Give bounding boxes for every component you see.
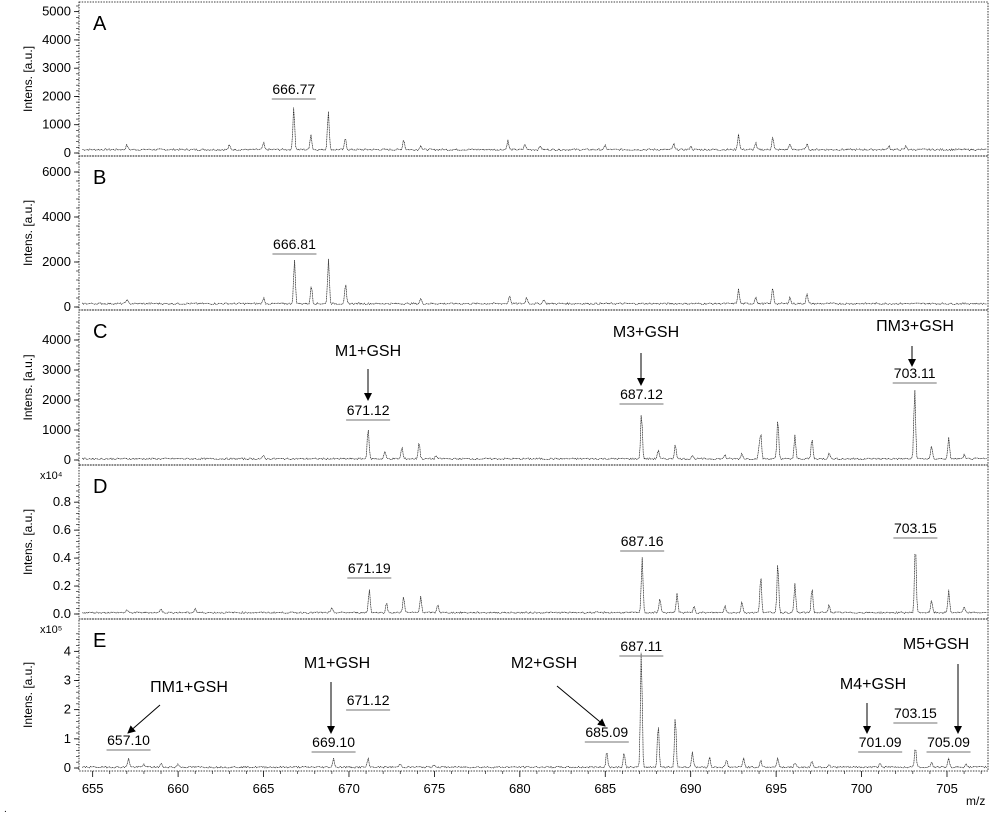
x-tick-label: 685 (594, 781, 616, 796)
y-tick-label: 4000 (42, 209, 71, 224)
peak-label: 687.12 (620, 386, 663, 402)
spectrum-trace (82, 652, 987, 769)
y-tick-label: 0 (64, 145, 71, 160)
x-tick-label: 665 (253, 781, 275, 796)
panel-b: B Intens. [a.u.] 0 2000 4000 6000 666.81 (21, 155, 989, 314)
y-tick-label: 0 (64, 760, 71, 775)
peak-label: 666.81 (273, 236, 316, 252)
y-tick-label: 2000 (42, 88, 71, 103)
y-multiplier: x10⁴ (40, 470, 63, 482)
peak-label: 703.15 (894, 705, 937, 721)
peak-label: 671.12 (347, 692, 390, 708)
spectrum-trace (82, 553, 987, 614)
y-tick-label: 2000 (42, 392, 71, 407)
x-tick-label: 660 (167, 781, 189, 796)
compound-label: M5+GSH (903, 636, 969, 653)
x-tick-label: 675 (424, 781, 446, 796)
peak-label: 666.77 (272, 81, 315, 97)
spectrum-trace (82, 258, 987, 306)
panel-frame (78, 155, 989, 311)
y-tick-label: 5000 (42, 4, 71, 19)
peak-label: 687.16 (621, 533, 664, 549)
panel-frame (78, 464, 989, 620)
compound-label: M1+GSH (335, 343, 401, 360)
panel-letter: C (93, 321, 107, 343)
x-tick-label: 670 (338, 781, 360, 796)
y-axis-label: Intens. [a.u.] (21, 200, 35, 266)
compound-label: M2+GSH (511, 655, 577, 672)
y-tick-label: 4 (64, 643, 71, 658)
y-multiplier: x10⁵ (40, 624, 62, 636)
y-axis-label: Intens. [a.u.] (21, 46, 35, 112)
peak-label: 705.09 (927, 734, 970, 750)
y-tick-label: 2 (64, 702, 71, 717)
footer-mark: . (4, 804, 7, 813)
y-tick-label: 1 (64, 731, 71, 746)
y-tick-label: 0.0 (53, 606, 71, 621)
y-tick-label: 4000 (42, 332, 71, 347)
panel-frame (78, 618, 989, 772)
y-tick-label: 2000 (42, 254, 71, 269)
peak-label: 657.10 (107, 732, 150, 748)
compound-label: M3+GSH (613, 324, 679, 341)
panel-letter: A (93, 13, 107, 35)
compound-label: M4+GSH (840, 676, 906, 693)
peak-label: 687.11 (620, 638, 662, 654)
x-tick-label: 690 (680, 781, 702, 796)
peak-label: 685.09 (585, 724, 628, 740)
x-axis-label: m/z (966, 794, 985, 808)
spectrum-trace (82, 390, 987, 461)
peak-label: 671.19 (348, 560, 391, 576)
peak-label: 671.12 (347, 402, 390, 418)
y-axis-label: Intens. [a.u.] (21, 354, 35, 420)
peak-label: 703.15 (894, 520, 937, 536)
x-tick-label: 705 (936, 781, 958, 796)
peak-label: 701.09 (859, 734, 902, 750)
y-tick-label: 3000 (42, 60, 71, 75)
panel-a: A Intens. [a.u.] 0 1000 2000 3000 4000 5000 666.… (21, 1, 989, 160)
x-tick-label: 655 (82, 781, 104, 796)
compound-label: ПМ3+GSH (876, 318, 954, 335)
peak-label: 669.10 (312, 734, 355, 750)
y-tick-label: 3 (64, 673, 71, 688)
compound-arrow (556, 685, 606, 727)
y-tick-label: 0 (64, 299, 71, 314)
y-tick-label: 0 (64, 452, 71, 467)
panel-frame (78, 1, 989, 157)
panel-letter: D (93, 476, 107, 498)
panel-letter: E (93, 630, 106, 652)
y-axis-label: Intens. [a.u.] (21, 662, 35, 728)
x-axis: 655 660 665 670 675 680 685 690 695 700 705 (82, 771, 982, 796)
y-tick-label: 6000 (42, 164, 71, 179)
compound-label: ПМ1+GSH (150, 679, 228, 696)
y-tick-label: 1000 (42, 117, 71, 132)
panel-d: D Intens. [a.u.] x10⁴ 0.0 0.2 0.4 0.6 0.8 671.19… (21, 464, 989, 621)
y-tick-label: 0.4 (53, 550, 71, 565)
x-tick-label: 695 (765, 781, 787, 796)
panel-e: E Intens. [a.u.] x10⁵ 0 1 2 3 4 657.10 ПМ1+GSH 669… (21, 618, 989, 775)
x-tick-label: 700 (851, 781, 873, 796)
y-tick-label: 0.2 (53, 578, 71, 593)
y-tick-label: 1000 (42, 422, 71, 437)
y-tick-label: 4000 (42, 32, 71, 47)
y-tick-label: 0.8 (53, 494, 71, 509)
x-tick-label: 680 (509, 781, 531, 796)
peak-label: 703.11 (894, 365, 936, 381)
spectrum-trace (82, 107, 987, 152)
compound-arrow (127, 704, 161, 734)
panel-frame (78, 309, 989, 466)
y-tick-label: 3000 (42, 362, 71, 377)
compound-label: M1+GSH (304, 655, 370, 672)
panel-c: C Intens. [a.u.] 0 1000 2000 3000 4000 671.12 M1… (21, 309, 989, 467)
panel-letter: B (93, 167, 106, 189)
y-axis-label: Intens. [a.u.] (21, 509, 35, 575)
y-tick-label: 0.6 (53, 522, 71, 537)
